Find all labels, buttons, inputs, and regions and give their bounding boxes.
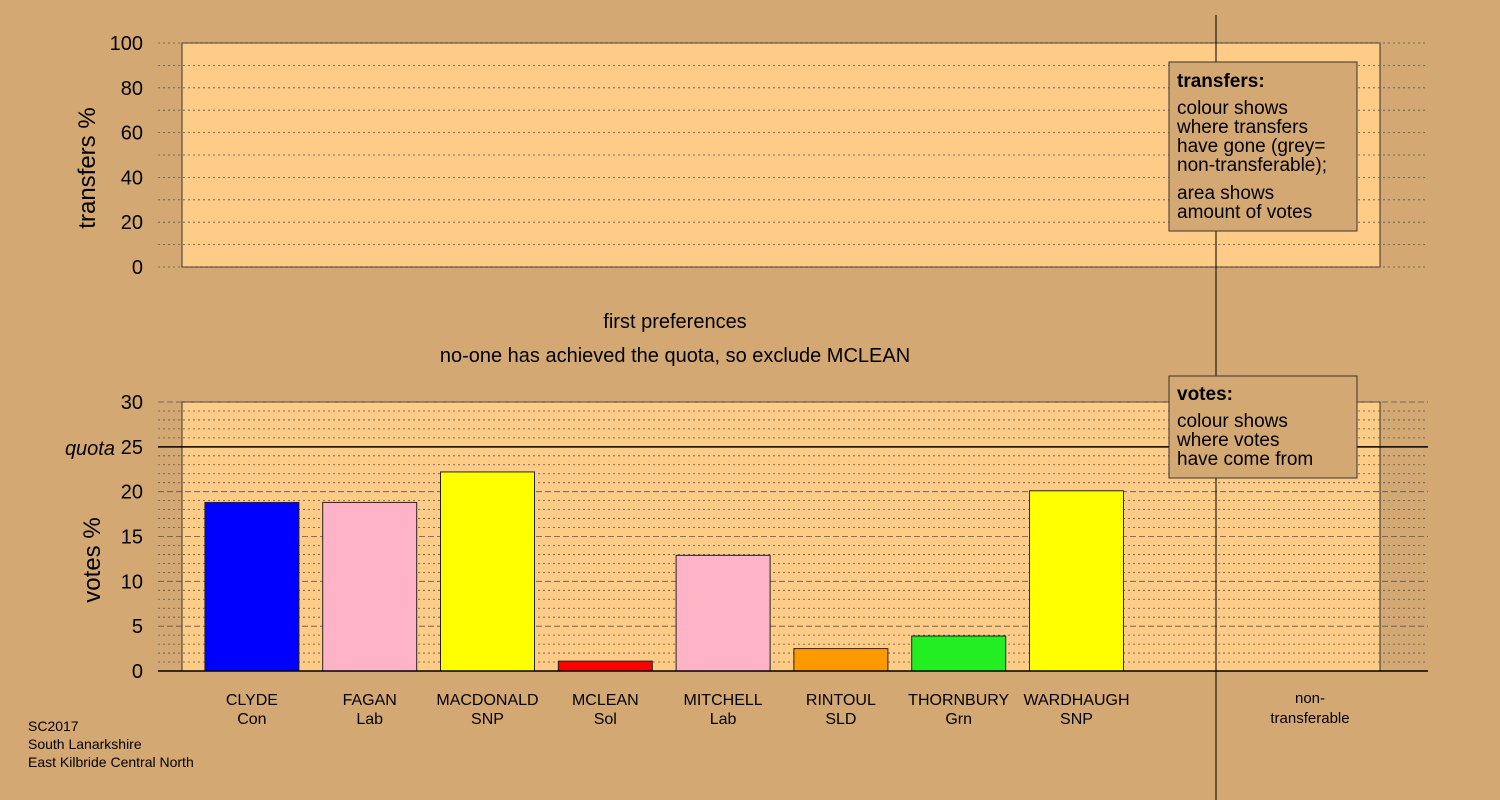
transfers-legend-line: non-transferable);: [1177, 155, 1327, 176]
bar-mitchell: [675, 554, 771, 672]
transfers-legend-line: have gone (grey=: [1177, 136, 1325, 157]
votes-legend-title: votes:: [1177, 384, 1233, 405]
bar-clyde: [204, 501, 300, 672]
transfers-legend: transfers: colour shows where transfers …: [1168, 61, 1358, 232]
votes-tick-label: 10: [121, 571, 143, 593]
transfers-tick-label: 0: [132, 257, 143, 279]
votes-legend-line: where votes: [1176, 430, 1279, 451]
nontransferable-label-2: transferable: [1270, 710, 1349, 727]
votes-legend-line: colour shows: [1177, 411, 1288, 432]
transfers-legend-line: colour shows: [1177, 98, 1288, 119]
quota-label: quota: [65, 438, 115, 460]
candidate-name: FAGAN: [343, 692, 397, 709]
votes-tick-label: 0: [132, 661, 143, 683]
transfers-tick-label: 60: [121, 123, 143, 145]
votes-tick-label: 30: [121, 392, 143, 414]
nontransferable-label-1: non-: [1295, 690, 1325, 707]
stage-note: no-one has achieved the quota, so exclud…: [440, 345, 910, 367]
transfers-axis-label: transfers %: [74, 107, 101, 228]
votes-tick-label: 15: [121, 527, 143, 549]
candidate-name: MITCHELL: [684, 692, 763, 709]
footer-line: South Lanarkshire: [28, 736, 142, 752]
candidate-party: Lab: [710, 711, 737, 728]
candidate-party: Con: [237, 711, 266, 728]
votes-axis-label: votes %: [79, 517, 106, 602]
candidate-name: CLYDE: [226, 692, 278, 709]
candidate-name: THORNBURY: [908, 692, 1009, 709]
candidate-name: RINTOUL: [806, 692, 876, 709]
candidate-party: Grn: [945, 711, 972, 728]
footer-caption: SC2017 South Lanarkshire East Kilbride C…: [28, 718, 194, 770]
transfers-tick-labels: 0 20 40 60 80 100: [110, 33, 143, 279]
bar-macdonald: [440, 471, 535, 672]
candidate-labels: CLYDE Con FAGAN Lab MACDONALD SNP MCLEAN Sol MIT…: [226, 692, 1130, 728]
candidate-name: WARDHAUGH: [1023, 692, 1129, 709]
footer-line: SC2017: [28, 718, 79, 734]
candidate-party: SNP: [471, 711, 504, 728]
bar-wardhaugh: [1029, 490, 1124, 672]
transfers-gridlines: [158, 42, 1428, 268]
transfers-legend-line: amount of votes: [1177, 202, 1312, 223]
votes-panel: 0 5 10 15 20 25 30 CLYDE Con FAGAN Lab MACDONALD SN…: [65, 392, 1428, 728]
votes-legend: votes: colour shows where votes have com…: [1168, 375, 1358, 479]
candidate-name: MACDONALD: [436, 692, 538, 709]
footer-line: East Kilbride Central North: [28, 754, 194, 770]
bar-rintoul: [793, 648, 889, 672]
candidate-party: Sol: [594, 711, 617, 728]
stage-title: first preferences: [603, 311, 746, 333]
transfers-tick-label: 80: [121, 78, 143, 100]
transfers-tick-label: 40: [121, 167, 143, 189]
votes-tick-label: 25: [121, 437, 143, 459]
transfers-tick-label: 20: [121, 212, 143, 234]
candidate-name: MCLEAN: [572, 692, 639, 709]
transfers-tick-label: 100: [110, 33, 143, 55]
votes-legend-line: have come from: [1177, 449, 1313, 470]
transfers-legend-title: transfers:: [1177, 71, 1265, 92]
votes-legend-box: [1168, 375, 1358, 479]
transfers-legend-box: [1168, 61, 1358, 232]
votes-tick-label: 5: [132, 616, 143, 638]
candidate-party: SLD: [825, 711, 856, 728]
votes-tick-labels: 0 5 10 15 20 25 30: [121, 392, 143, 683]
bar-fagan: [322, 501, 418, 672]
votes-tick-label: 20: [121, 482, 143, 504]
candidate-party: Lab: [356, 711, 383, 728]
bar-thornbury: [911, 635, 1007, 672]
votes-bars: [204, 471, 1124, 672]
transfers-legend-line: area shows: [1177, 183, 1274, 204]
candidate-party: SNP: [1060, 711, 1093, 728]
transfers-legend-line: where transfers: [1176, 117, 1308, 138]
bar-mclean: [557, 660, 653, 672]
